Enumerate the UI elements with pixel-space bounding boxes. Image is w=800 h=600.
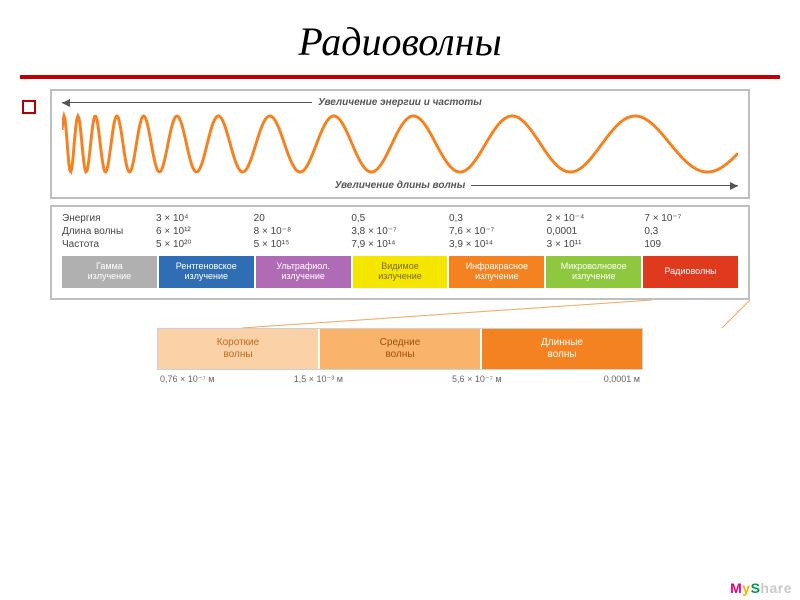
spectrum-band: Рентгеновскоеизлучение	[159, 256, 254, 288]
band-label: излучение	[185, 272, 229, 282]
arrow-left-icon	[62, 102, 312, 103]
data-cell: 8 × 10⁻⁸	[254, 226, 348, 237]
spectrum-band: Видимоеизлучение	[353, 256, 448, 288]
data-cell: 7,6 × 10⁻⁷	[449, 226, 543, 237]
top-arrow-row: Увеличение энергии и частоты	[62, 97, 738, 108]
bottom-arrow-label: Увеличение длины волны	[335, 180, 466, 191]
band-label: излучение	[572, 272, 616, 282]
data-cell: 3 × 10¹¹	[547, 239, 641, 250]
slide-bullet	[22, 100, 36, 114]
spectrum-band: Гаммаизлучение	[62, 256, 157, 288]
data-cell: 2 × 10⁻⁴	[547, 213, 641, 224]
rb-l2: волны	[486, 349, 638, 361]
wave-icon	[62, 108, 738, 180]
band-label: излучение	[475, 272, 519, 282]
band-label: излучение	[378, 272, 422, 282]
data-cell: 3,8 × 10⁻⁷	[351, 226, 445, 237]
data-cell: 7 × 10⁻⁷	[644, 213, 738, 224]
spectrum-band: Радиоволны	[643, 256, 738, 288]
top-arrow-label: Увеличение энергии и частоты	[318, 97, 482, 108]
data-cell: 6 × 10¹²	[156, 226, 250, 237]
rb-l2: волны	[162, 349, 314, 361]
data-cell: 5 × 10¹⁵	[254, 239, 348, 250]
data-cell: 0,3	[449, 213, 543, 224]
rb-l1: Средние	[324, 337, 476, 349]
data-row-label: Энергия	[62, 213, 152, 224]
scale-tick: 0,0001 м	[604, 374, 640, 384]
data-row-label: Частота	[62, 239, 152, 250]
brand-y: y	[742, 580, 750, 596]
scale-tick: 5,6 × 10⁻⁷ м	[452, 374, 501, 385]
spectrum-diagram: Увеличение энергии и частоты Увеличение …	[50, 89, 750, 300]
data-row-label: Длина волны	[62, 226, 152, 237]
brand-watermark: MyShare	[730, 580, 792, 596]
wave-panel: Увеличение энергии и частоты Увеличение …	[50, 89, 750, 199]
data-cell: 7,9 × 10¹⁴	[351, 239, 445, 250]
data-cell: 0,3	[644, 226, 738, 237]
radio-subband: Длинныеволны	[482, 329, 642, 369]
spectrum-bands: ГаммаизлучениеРентгеновскоеизлучениеУльт…	[62, 256, 738, 288]
radio-subband: Короткиеволны	[158, 329, 318, 369]
data-cell: 109	[644, 239, 738, 250]
title-underline	[20, 75, 780, 79]
data-grid: Энергия3 × 10⁴200,50,32 × 10⁻⁴7 × 10⁻⁷Дл…	[62, 213, 738, 250]
brand-rest: hare	[760, 580, 792, 596]
radio-subband: Средниеволны	[320, 329, 480, 369]
radio-scale: 0,76 × 10⁻⁷ м 1,5 × 10⁻³ м 5,6 × 10⁻⁷ м 0,0…	[160, 374, 640, 388]
data-cell: 3,9 × 10¹⁴	[449, 239, 543, 250]
rb-l2: волны	[324, 349, 476, 361]
data-cell: 3 × 10⁴	[156, 213, 250, 224]
bottom-arrow-row: Увеличение длины волны	[62, 180, 738, 191]
spectrum-band: Инфракрасноеизлучение	[449, 256, 544, 288]
spectrum-band: Ультрафиол.излучение	[256, 256, 351, 288]
data-cell: 5 × 10²⁰	[156, 239, 250, 250]
brand-s: S	[751, 580, 761, 596]
rb-l1: Длинные	[486, 337, 638, 349]
brand-m: M	[730, 580, 742, 596]
scale-tick: 0,76 × 10⁻⁷ м	[160, 374, 214, 385]
band-label: излучение	[88, 272, 132, 282]
spectrum-band: Микроволновоеизлучение	[546, 256, 641, 288]
page-title: Радиоволны	[0, 0, 800, 71]
radio-sub-bands: КороткиеволныСредниеволныДлинныеволны	[157, 328, 643, 370]
data-cell: 0,5	[351, 213, 445, 224]
rb-l1: Короткие	[162, 337, 314, 349]
arrow-right-icon	[471, 185, 738, 186]
band-label: излучение	[281, 272, 325, 282]
band-label: Радиоволны	[664, 267, 716, 277]
data-cell: 0,0001	[547, 226, 641, 237]
data-panel: Энергия3 × 10⁴200,50,32 × 10⁻⁴7 × 10⁻⁷Дл…	[50, 205, 750, 300]
radio-sub-panel: КороткиеволныСредниеволныДлинныеволны 0,…	[50, 328, 750, 388]
data-cell: 20	[254, 213, 348, 224]
scale-tick: 1,5 × 10⁻³ м	[294, 374, 343, 385]
zoom-connector	[50, 300, 750, 328]
